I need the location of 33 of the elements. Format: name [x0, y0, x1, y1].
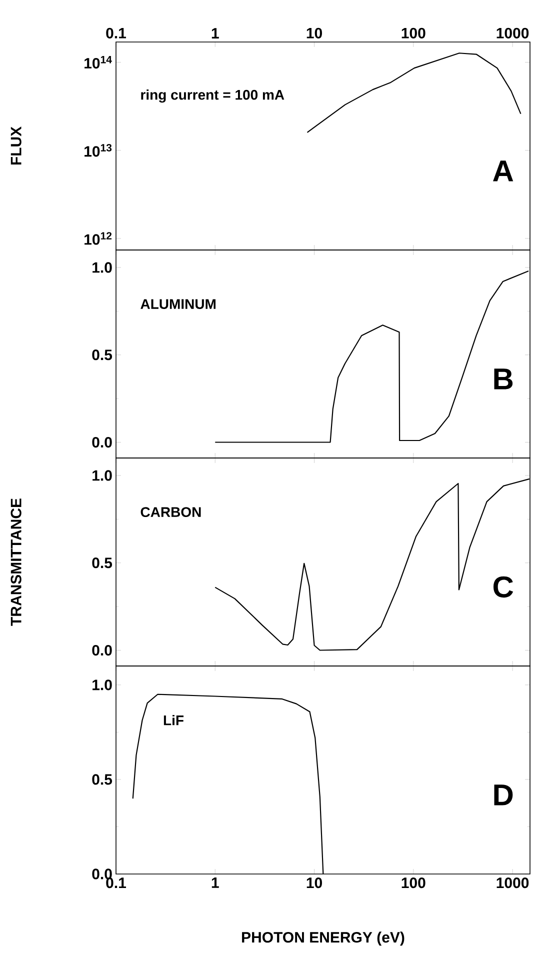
annotation: B [494, 368, 513, 390]
annotation: C [493, 576, 514, 598]
annotation: ALUMINUM [140, 299, 216, 309]
annotation: D [494, 784, 513, 806]
y-tick-label: 1.0 [92, 680, 112, 690]
x-tick-label: 100 [402, 28, 426, 38]
y-axis-title: FLUX [10, 126, 22, 165]
annotation: ring current = 100 mA [141, 89, 284, 103]
annotation: CARBON [140, 507, 201, 518]
x-axis-title: PHOTON ENERGY (eV) [242, 932, 404, 946]
y-axis-title: TRANSMITTANCE [10, 498, 22, 626]
x-tick-label: 1000 [496, 878, 529, 888]
y-tick-label: 0.5 [92, 558, 112, 568]
y-tick-label: 0.0 [92, 644, 112, 656]
y-tick-label: 0.0 [92, 436, 112, 448]
x-tick-label: 10 [306, 28, 322, 38]
y-tick-label: 10$^{13}$ [84, 144, 112, 157]
y-tick-label: 1.0 [92, 470, 112, 481]
y-tick-label: 0.5 [92, 350, 112, 360]
x-tick-label: 1000 [496, 28, 529, 38]
annotation: LiF [164, 715, 184, 726]
y-tick-label: 0.0 [92, 868, 112, 880]
y-tick-label: 0.5 [92, 774, 112, 785]
x-tick-label: 1 [212, 28, 219, 38]
y-tick-label: 10$^{12}$ [84, 232, 112, 245]
x-tick-label: 0.1 [106, 878, 126, 888]
x-tick-label: 100 [402, 878, 426, 888]
x-tick-label: 1 [212, 878, 219, 888]
annotation: A [493, 160, 514, 182]
x-tick-label: 10 [306, 878, 322, 888]
y-tick-label: 10$^{14}$ [84, 56, 112, 69]
y-tick-label: 1.0 [92, 262, 112, 273]
x-tick-label: 0.1 [106, 28, 126, 38]
